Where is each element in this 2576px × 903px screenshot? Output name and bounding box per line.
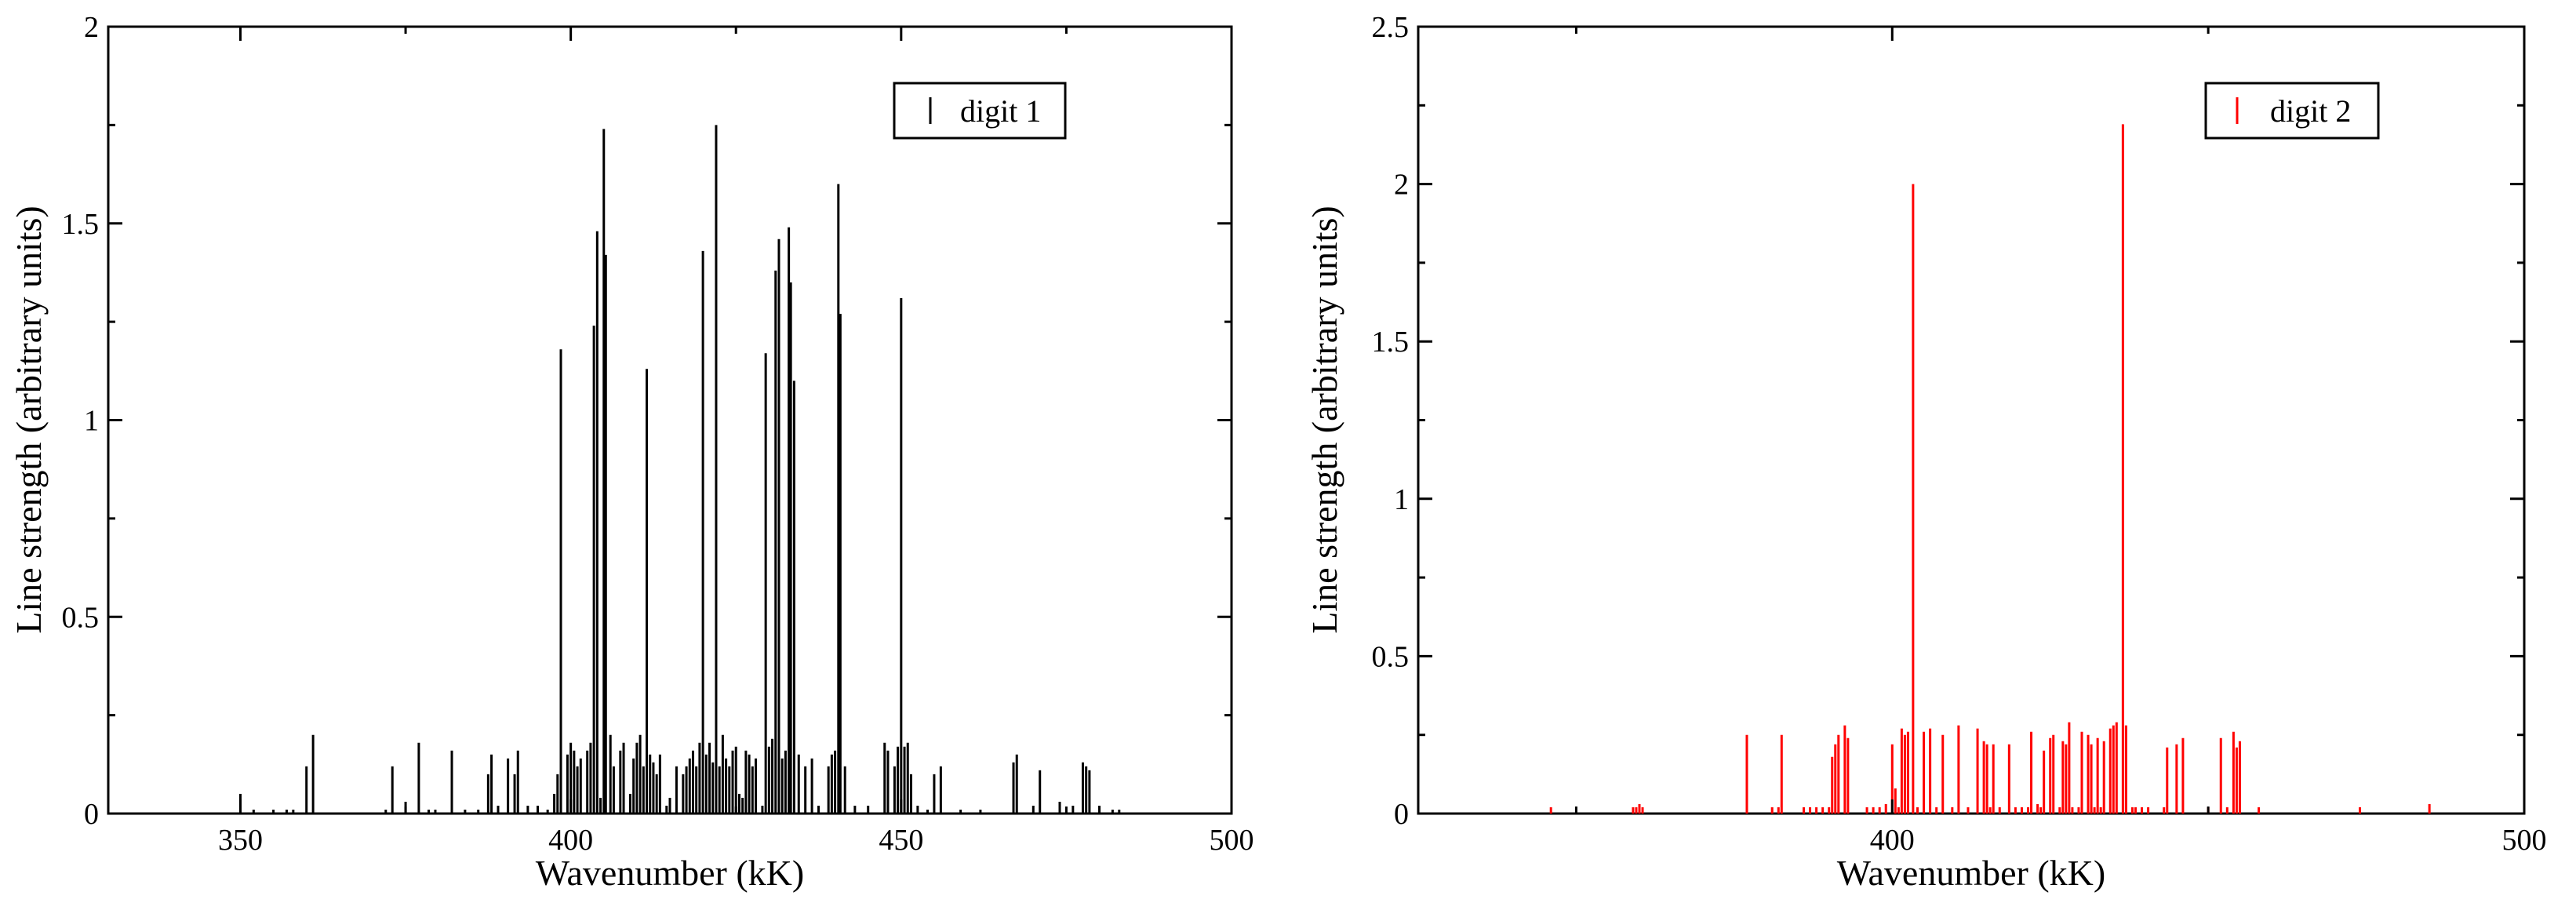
chart-digit-2: 400 500 0 0.5 1 1.5 2 2.5 digit 2 Wavenumber (k… <box>1304 11 2547 893</box>
x-axis-title: Wavenumber (kK) <box>536 853 804 893</box>
x-tick-label: 400 <box>548 824 593 857</box>
legend-box <box>2204 82 2380 140</box>
plot-frame <box>1417 25 2526 815</box>
y-tick-label: 1.5 <box>62 208 100 241</box>
y-axis-title: Line strength (arbitrary units) <box>1304 206 1344 633</box>
y-tick-label: 2 <box>84 11 99 44</box>
y-tick-label: 2.5 <box>1372 11 1410 44</box>
y-tick-label: 1 <box>84 405 99 438</box>
y-tick-label: 1 <box>1394 483 1409 516</box>
y-tick-label: 0.5 <box>1372 640 1410 673</box>
y-tick-label: 2 <box>1394 169 1409 202</box>
legend-box <box>893 82 1067 140</box>
legend-label: digit 1 <box>960 93 1041 129</box>
y-tick-label: 1.5 <box>1372 326 1410 359</box>
spectral-lines <box>238 125 1121 814</box>
axis-ticks: 350 400 450 500 0 0.5 1 1.5 2 <box>62 11 1254 857</box>
x-tick-label: 500 <box>1210 824 1254 857</box>
x-tick-label: 500 <box>2502 824 2547 857</box>
y-tick-label: 0.5 <box>62 601 100 634</box>
legend: digit 1 <box>893 82 1067 140</box>
y-tick-label: 0 <box>1394 798 1409 831</box>
chart-digit-1: 350 400 450 500 0 0.5 1 1.5 2 digit 1 Wavenumber… <box>9 11 1254 893</box>
y-tick-label: 0 <box>84 798 99 831</box>
x-tick-label: 400 <box>1870 824 1915 857</box>
plot-frame <box>107 25 1233 815</box>
x-tick-label: 350 <box>218 824 263 857</box>
legend: digit 2 <box>2204 82 2380 140</box>
y-axis-title: Line strength (arbitrary units) <box>9 206 49 633</box>
legend-label: digit 2 <box>2270 93 2351 129</box>
x-axis-title: Wavenumber (kK) <box>1837 853 2105 893</box>
axis-ticks: 400 500 0 0.5 1 1.5 2 2.5 <box>1372 11 2547 857</box>
x-tick-label: 450 <box>879 824 923 857</box>
spectral-lines <box>1549 124 2431 814</box>
